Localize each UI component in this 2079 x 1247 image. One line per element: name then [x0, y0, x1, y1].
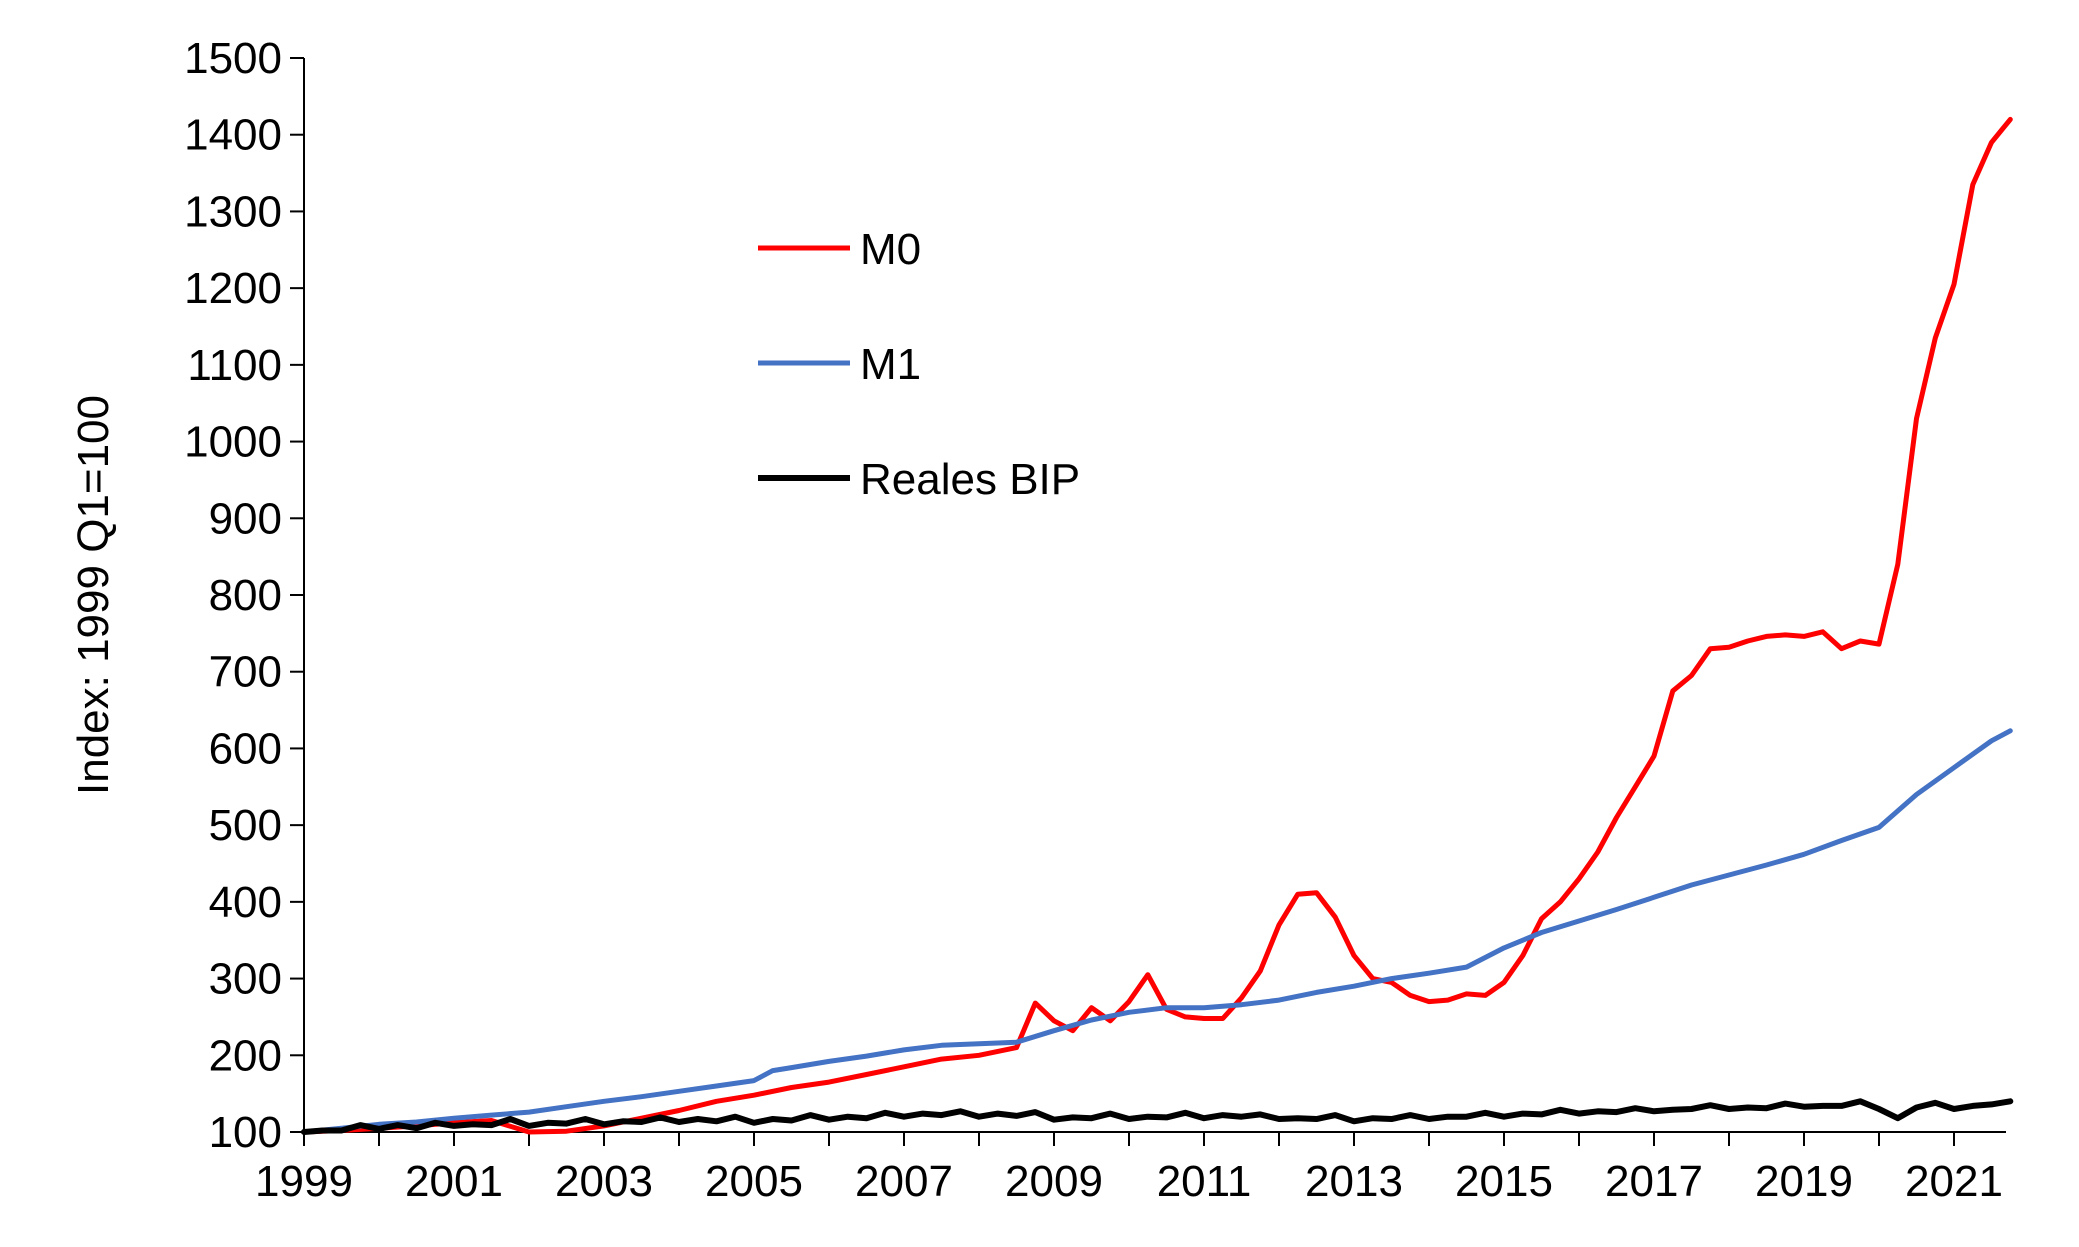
x-tick-label: 2005 — [705, 1157, 803, 1206]
x-tick-label: 2013 — [1305, 1157, 1403, 1206]
x-tick-label: 2007 — [855, 1157, 953, 1206]
x-tick-label: 2011 — [1157, 1157, 1252, 1206]
y-axis-title: Index: 1999 Q1=100 — [69, 395, 118, 795]
series-line-m1 — [301, 728, 2013, 1135]
y-tick-label: 700 — [209, 648, 282, 697]
y-tick-label: 500 — [209, 801, 282, 850]
legend-label: M1 — [860, 340, 921, 389]
y-tick-label: 1400 — [184, 111, 282, 160]
y-tick-label: 1200 — [184, 264, 282, 313]
x-tick-label: 2017 — [1605, 1157, 1703, 1206]
x-tick-label: 2015 — [1455, 1157, 1553, 1206]
x-tick-label: 2003 — [555, 1157, 653, 1206]
x-tick-label: 1999 — [255, 1157, 353, 1206]
legend-label: M0 — [860, 225, 921, 274]
y-tick-label: 800 — [209, 571, 282, 620]
x-tick-label: 2001 — [405, 1157, 503, 1206]
x-tick-label: 2019 — [1755, 1157, 1853, 1206]
y-tick-label: 400 — [209, 878, 282, 927]
x-axis: 1999 2001 2003 2005 2007 2009 2011 2013 2015 2017… — [255, 1131, 2006, 1206]
y-tick-label: 200 — [209, 1031, 282, 1080]
y-tick-label: 1300 — [184, 187, 282, 236]
series-line-reales-bip — [301, 1098, 2014, 1135]
x-tick-label: 2009 — [1005, 1157, 1103, 1206]
series-layer — [301, 116, 2014, 1135]
y-axis: 100 200 300 400 500 600 700 800 900 1000 1100 1200 1… — [184, 34, 305, 1157]
legend-label: Reales BIP — [860, 455, 1080, 504]
y-tick-label: 1100 — [187, 341, 282, 390]
series-line-m0 — [301, 116, 2013, 1135]
x-tick-label: 2021 — [1905, 1157, 2003, 1206]
y-tick-label: 1000 — [184, 418, 282, 467]
y-tick-label: 100 — [209, 1108, 282, 1157]
y-tick-label: 900 — [209, 494, 282, 543]
y-tick-label: 300 — [209, 955, 282, 1004]
y-tick-label: 1500 — [184, 34, 282, 83]
y-tick-label: 600 — [209, 724, 282, 773]
legend: M0 M1 Reales BIP — [758, 225, 1080, 504]
